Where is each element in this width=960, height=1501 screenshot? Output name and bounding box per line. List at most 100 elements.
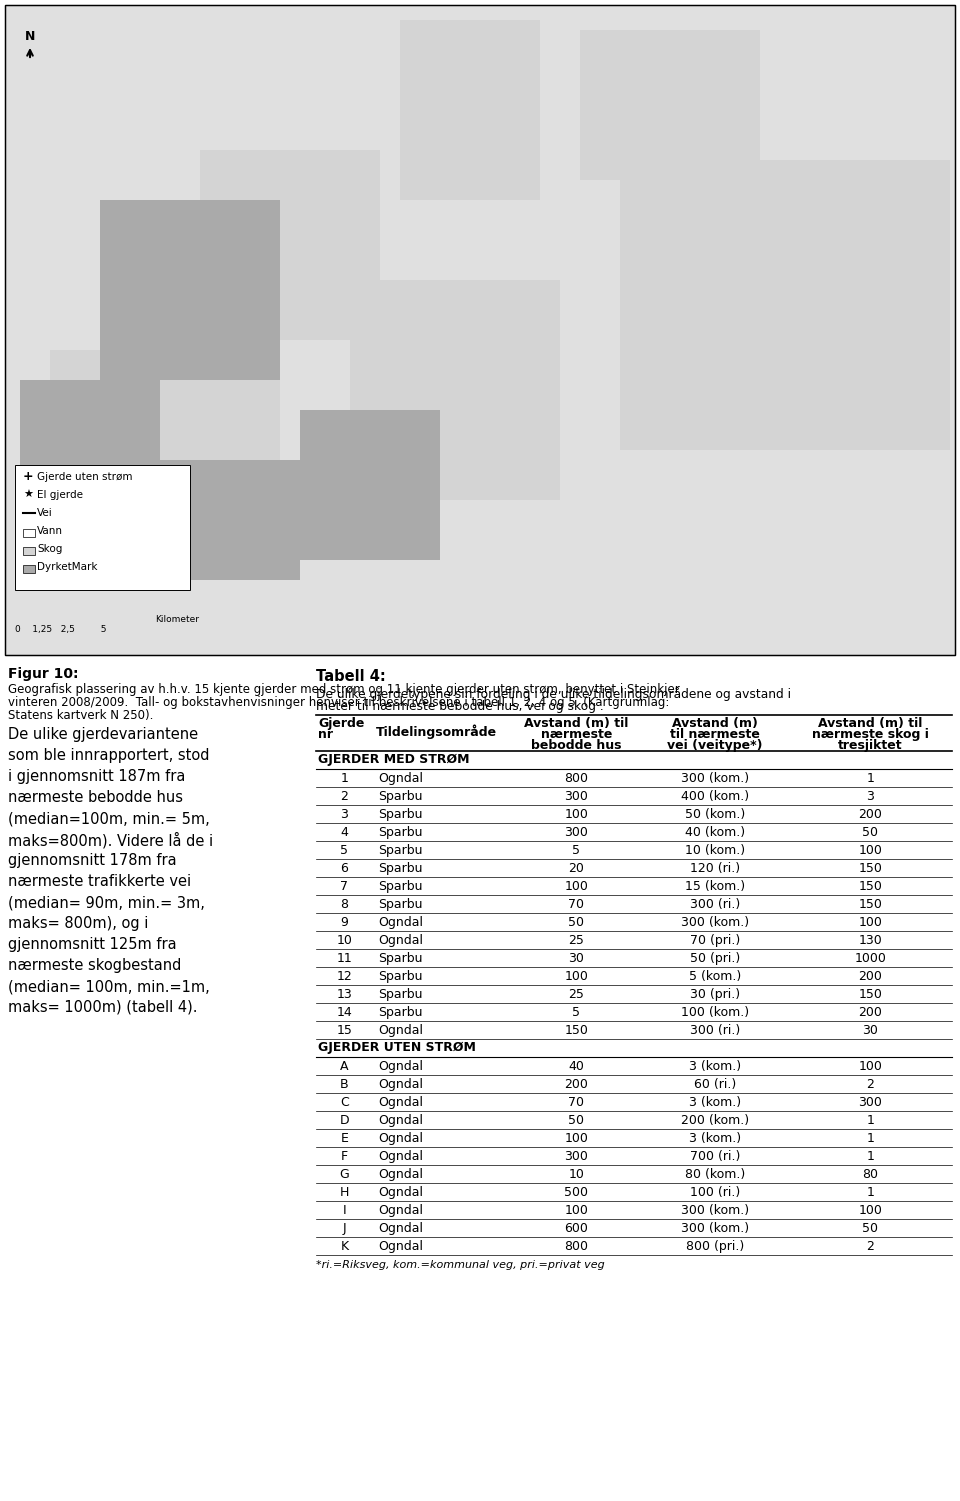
Text: 120 (ri.): 120 (ri.) — [690, 862, 740, 875]
Bar — [20, 380, 160, 540]
Text: 100: 100 — [858, 844, 882, 857]
Text: A: A — [340, 1060, 348, 1073]
Text: Ogndal: Ogndal — [378, 1114, 423, 1127]
Text: nærmeste trafikkerte vei: nærmeste trafikkerte vei — [8, 874, 191, 889]
Text: 1: 1 — [866, 1186, 875, 1199]
Text: E: E — [341, 1132, 348, 1145]
Text: 300: 300 — [858, 1096, 882, 1109]
Text: gjennomsnitt 125m fra: gjennomsnitt 125m fra — [8, 937, 177, 952]
Text: Gjerde uten strøm: Gjerde uten strøm — [37, 471, 132, 482]
Text: Sparbu: Sparbu — [378, 952, 422, 965]
Bar — [620, 161, 950, 450]
Text: Avstand (m): Avstand (m) — [672, 717, 758, 729]
Text: 400 (kom.): 400 (kom.) — [681, 790, 749, 803]
Text: 50 (kom.): 50 (kom.) — [685, 808, 745, 821]
Bar — [350, 281, 560, 500]
Text: 11: 11 — [337, 952, 352, 965]
Text: 150: 150 — [858, 988, 882, 1001]
Text: 2: 2 — [866, 1078, 875, 1091]
Text: Tabell 4:: Tabell 4: — [316, 669, 386, 684]
Text: Ogndal: Ogndal — [378, 1060, 423, 1073]
Text: 1: 1 — [866, 1114, 875, 1127]
Text: 70: 70 — [568, 1096, 585, 1109]
Text: 300: 300 — [564, 826, 588, 839]
Text: maks= 1000m) (tabell 4).: maks= 1000m) (tabell 4). — [8, 1000, 198, 1015]
Text: ★: ★ — [23, 489, 33, 500]
Text: Ogndal: Ogndal — [378, 1240, 423, 1253]
Text: 13: 13 — [337, 988, 352, 1001]
Text: 50: 50 — [862, 1222, 878, 1235]
Text: 300 (kom.): 300 (kom.) — [681, 1204, 749, 1217]
Text: 25: 25 — [568, 988, 585, 1001]
Text: 1: 1 — [866, 1132, 875, 1145]
Text: til nærmeste: til nærmeste — [670, 728, 760, 741]
Text: 40: 40 — [568, 1060, 585, 1073]
Text: 200 (kom.): 200 (kom.) — [681, 1114, 749, 1127]
Bar — [300, 410, 440, 560]
Text: Sparbu: Sparbu — [378, 790, 422, 803]
Text: 300 (kom.): 300 (kom.) — [681, 1222, 749, 1235]
Text: Ogndal: Ogndal — [378, 916, 423, 929]
Text: 60 (ri.): 60 (ri.) — [694, 1078, 736, 1091]
Text: 20: 20 — [568, 862, 585, 875]
Text: 100 (kom.): 100 (kom.) — [681, 1006, 749, 1019]
Text: vei (veitype*): vei (veitype*) — [667, 738, 763, 752]
Text: 3 (kom.): 3 (kom.) — [689, 1096, 741, 1109]
Text: 80 (kom.): 80 (kom.) — [685, 1168, 745, 1181]
Text: nr: nr — [318, 728, 333, 741]
Text: nærmeste skog i: nærmeste skog i — [812, 728, 928, 741]
Text: Avstand (m) til: Avstand (m) til — [524, 717, 629, 729]
Text: 7: 7 — [341, 880, 348, 893]
Text: 100: 100 — [564, 880, 588, 893]
Bar — [100, 200, 280, 380]
Text: 0    1,25   2,5         5: 0 1,25 2,5 5 — [15, 624, 107, 633]
Text: 300: 300 — [564, 790, 588, 803]
Bar — [15, 465, 190, 590]
Text: H: H — [340, 1186, 349, 1199]
Text: 200: 200 — [564, 1078, 588, 1091]
Text: 100 (ri.): 100 (ri.) — [690, 1186, 740, 1199]
Text: 40 (kom.): 40 (kom.) — [685, 826, 745, 839]
Text: Skog: Skog — [37, 543, 62, 554]
Text: Sparbu: Sparbu — [378, 880, 422, 893]
Text: DyrketMark: DyrketMark — [37, 561, 98, 572]
Text: +: + — [23, 470, 34, 483]
Bar — [23, 564, 35, 573]
Text: bebodde hus: bebodde hus — [531, 738, 622, 752]
Text: Vei: Vei — [37, 507, 53, 518]
Text: 300 (ri.): 300 (ri.) — [690, 1024, 740, 1037]
Text: 50 (pri.): 50 (pri.) — [690, 952, 740, 965]
Text: 70: 70 — [568, 898, 585, 911]
Text: (median= 100m, min.=1m,: (median= 100m, min.=1m, — [8, 979, 209, 994]
Text: 100: 100 — [564, 808, 588, 821]
Text: 100: 100 — [564, 970, 588, 983]
Bar — [160, 459, 300, 579]
Text: 50: 50 — [862, 826, 878, 839]
Bar — [200, 150, 380, 341]
Text: 3 (kom.): 3 (kom.) — [689, 1132, 741, 1145]
Text: Sparbu: Sparbu — [378, 844, 422, 857]
Text: Gjerde: Gjerde — [318, 717, 365, 729]
Text: 150: 150 — [564, 1024, 588, 1037]
Text: B: B — [340, 1078, 348, 1091]
Text: 300 (kom.): 300 (kom.) — [681, 772, 749, 785]
Text: 5: 5 — [572, 844, 581, 857]
Text: Ogndal: Ogndal — [378, 1132, 423, 1145]
Text: 100: 100 — [858, 1060, 882, 1073]
Text: 3: 3 — [341, 808, 348, 821]
Text: vinteren 2008/2009.  Tall- og bokstavhenvisninger henviser til beskrivelsene i t: vinteren 2008/2009. Tall- og bokstavhenv… — [8, 696, 669, 708]
Bar — [5, 5, 955, 654]
Bar — [50, 350, 280, 540]
Text: i gjennomsnitt 187m fra: i gjennomsnitt 187m fra — [8, 769, 185, 784]
Text: 15 (kom.): 15 (kom.) — [685, 880, 745, 893]
Text: 100: 100 — [858, 916, 882, 929]
Text: 800: 800 — [564, 1240, 588, 1253]
Text: D: D — [340, 1114, 349, 1127]
Text: Sparbu: Sparbu — [378, 808, 422, 821]
Text: C: C — [340, 1096, 348, 1109]
Bar — [5, 5, 955, 654]
Text: 10: 10 — [337, 934, 352, 947]
Bar — [23, 528, 35, 537]
Text: 30 (pri.): 30 (pri.) — [690, 988, 740, 1001]
Text: 12: 12 — [337, 970, 352, 983]
